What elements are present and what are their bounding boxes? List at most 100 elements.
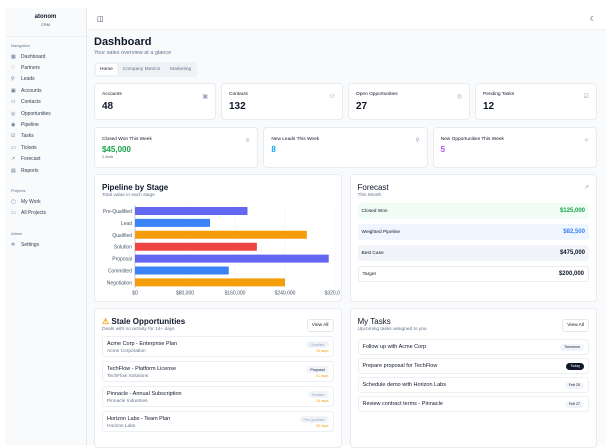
sidebar-item-leads[interactable]: ⚲ Leads (5, 74, 86, 85)
forecast-row: Target $200,000 (357, 266, 589, 282)
sidebar-item-label: Leads (21, 76, 35, 83)
forecast-row-value: $200,000 (558, 271, 584, 277)
file-icon: ▤ (11, 167, 16, 174)
theme-toggle-icon[interactable]: ☾ (589, 15, 596, 23)
topbar: ◫ ☾ (87, 8, 606, 30)
bar-solution (135, 242, 257, 251)
opportunity-name: Horizon Labs - Team Plan (107, 416, 171, 422)
forecast-row-label: Best Case (361, 250, 384, 256)
forecast-row-value: $82,500 (563, 229, 585, 235)
stale-days: 16 days (315, 424, 329, 428)
building-icon: ▣ (11, 87, 16, 94)
task-item[interactable]: Follow up with Acme Corp Tomorrow (357, 339, 589, 355)
forecast-row-value: $125,000 (559, 208, 585, 214)
page-subtitle: Your sales overview at a glance (94, 50, 172, 56)
forecast-title: Forecast (357, 183, 389, 192)
opportunity-company: Pinnacle Industries (107, 399, 148, 404)
sidebar-item-my-work[interactable]: ▢ My Work (5, 196, 86, 207)
stage-badge: Pre-Qualified (299, 416, 329, 423)
page-title: Dashboard (94, 36, 152, 48)
weekly-label: Closed Won This Week (102, 137, 152, 142)
stale-opportunity-item[interactable]: TechFlow - Platform License TechFlow Solu… (102, 361, 334, 382)
target-icon: ◎ (11, 110, 16, 117)
sidebar-toggle-icon[interactable]: ◫ (97, 15, 104, 23)
forecast-row-label: Weighted Pipeline (361, 229, 401, 235)
weekly-card: New Leads This Week 8 ⚲ (263, 127, 428, 168)
folder-icon: ▭ (11, 210, 16, 217)
opportunity-name: TechFlow - Platform License (107, 366, 177, 372)
tab-marketing[interactable]: Marketing (170, 67, 192, 72)
sidebar-item-label: Accounts (21, 87, 42, 94)
sidebar-item-forecast[interactable]: ↗ Forecast (5, 154, 86, 165)
task-item[interactable]: Schedule demo with Horizon Labs Feb 25 (357, 377, 589, 393)
forecast-row: Best Case $475,000 (357, 245, 589, 261)
opportunity-company: TechFlow Solutions (107, 374, 149, 379)
sidebar-item-pipeline[interactable]: ◉ Pipeline (5, 119, 86, 130)
stale-opportunity-item[interactable]: Acme Corp - Enterprise Plan Acme Corporat… (102, 336, 334, 357)
tab-home[interactable]: Home (96, 64, 117, 75)
sidebar-item-all-projects[interactable]: ▭ All Projects (5, 208, 86, 219)
task-item[interactable]: Prepare proposal for TechFlow Today (357, 358, 589, 374)
pipeline-card: Pipeline by Stage Total value in each st… (94, 174, 342, 302)
stale-opportunity-item[interactable]: Horizon Labs - Team Plan Horizon Labs Pre-… (102, 411, 334, 432)
users-icon: ⚇ (329, 94, 335, 100)
checkbox-icon: ☑ (11, 133, 16, 140)
sidebar-item-label: My Work (21, 198, 41, 205)
sidebar-item-accounts[interactable]: ▣ Accounts (5, 85, 86, 96)
forecast-subtitle: This Month (357, 193, 382, 198)
sidebar-item-dashboard[interactable]: ▦ Dashboard (5, 51, 86, 62)
y-tick-label: Committed (108, 269, 132, 275)
due-badge: Tomorrow (560, 343, 584, 351)
sidebar-item-contacts[interactable]: ⚇ Contacts (5, 97, 86, 108)
due-badge: Feb 27 (564, 400, 584, 408)
opportunity-company: Horizon Labs (107, 424, 136, 429)
task-item[interactable]: Review contract terms - Pinnacle Feb 27 (357, 396, 589, 412)
stale-opportunity-item[interactable]: Pinnacle - Annual Subscription Pinnacle I… (102, 386, 334, 407)
y-tick-label: Lead (121, 221, 132, 227)
tab-company-metrics[interactable]: Company Metrics (122, 67, 161, 72)
y-tick-label: Negotiation (107, 280, 133, 286)
weekly-note: 3 deals (102, 155, 114, 159)
checkbox-icon: ☑ (583, 94, 589, 100)
sidebar-group-label: Admin (11, 231, 23, 237)
stat-card: Open Opportunities 27 ◎ (348, 83, 470, 120)
stat-label: Pending Tasks (483, 92, 515, 97)
warning-icon: ⚠ (102, 317, 110, 326)
x-tick-label: $80,000 (176, 290, 194, 296)
grid-icon: ▦ (11, 53, 16, 60)
user-plus-icon: ⚲ (11, 76, 15, 83)
stat-value: 27 (356, 101, 368, 112)
bar-lead (135, 218, 210, 227)
tasks-card: My Tasks Upcoming tasks assigned to you … (349, 308, 597, 448)
sidebar-item-reports[interactable]: ▤ Reports (5, 165, 86, 176)
task-name: Follow up with Acme Corp (362, 344, 427, 350)
stale-days: 28 days (315, 349, 329, 353)
x-tick-label: $240,000 (275, 290, 296, 296)
sidebar-item-opportunities[interactable]: ◎ Opportunities (5, 108, 86, 119)
x-tick-label: $0 (132, 290, 138, 296)
weekly-value: $45,000 (102, 145, 131, 154)
stat-value: 48 (102, 101, 114, 112)
sidebar-item-tasks[interactable]: ☑ Tasks (5, 131, 86, 142)
handshake-icon: ♡ (11, 65, 16, 72)
tasks-subtitle: Upcoming tasks assigned to you (357, 327, 427, 332)
stage-badge: Proposal (306, 366, 329, 373)
weekly-card: New Opportunities This Week 5 ✧ (432, 127, 597, 168)
logo[interactable]: atonom CRM (5, 14, 86, 37)
weekly-value: 8 (271, 145, 276, 154)
sidebar-item-label: All Projects (21, 210, 47, 217)
sidebar: atonom CRM Navigation ▦ Dashboard ♡ Partners ⚲… (5, 8, 87, 445)
stage-badge: Qualified (306, 341, 329, 348)
stale-subtitle: Deals with no activity for 14+ days (102, 327, 175, 332)
sidebar-item-tickets[interactable]: ▭ Tickets (5, 142, 86, 153)
stat-label: Accounts (102, 92, 122, 97)
sidebar-item-settings[interactable]: ✲ Settings (5, 239, 86, 250)
sidebar-item-partners[interactable]: ♡ Partners (5, 62, 86, 73)
sidebar-item-label: Forecast (21, 156, 41, 163)
brand-name: atonom (34, 14, 57, 20)
tasks-view-all-button[interactable]: View All (562, 319, 589, 332)
stale-view-all-button[interactable]: View All (306, 319, 334, 332)
stat-value: 132 (229, 101, 246, 112)
sidebar-item-label: Contacts (21, 99, 41, 106)
pipeline-subtitle: Total value in each stage (102, 193, 155, 198)
